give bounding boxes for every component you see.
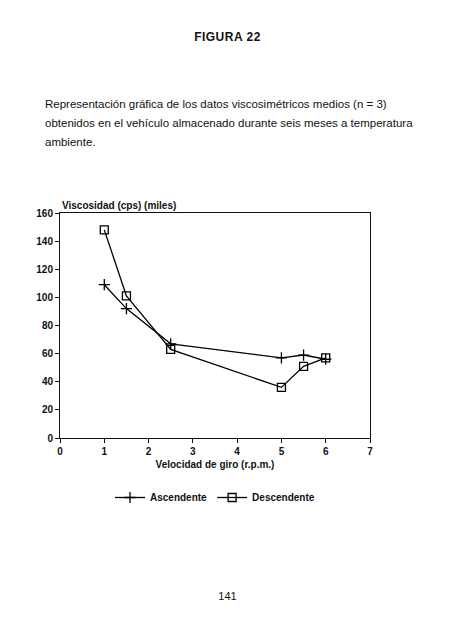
svg-text:Ascendente: Ascendente <box>150 492 207 503</box>
svg-text:0: 0 <box>57 446 63 457</box>
svg-text:7: 7 <box>367 446 373 457</box>
html-text:FIGURA 22: FIGURA 22 <box>194 30 261 44</box>
svg-text:5: 5 <box>279 446 285 457</box>
svg-text:3: 3 <box>190 446 196 457</box>
svg-text:140: 140 <box>36 236 53 247</box>
svg-text:Viscosidad (cps) (miles): Viscosidad (cps) (miles) <box>62 200 176 211</box>
svg-text:120: 120 <box>36 264 53 275</box>
svg-text:0: 0 <box>47 433 53 444</box>
svg-text:160: 160 <box>36 208 53 219</box>
svg-text:4: 4 <box>234 446 240 457</box>
svg-text:40: 40 <box>42 376 54 387</box>
svg-text:Velocidad de giro (r.p.m.): Velocidad de giro (r.p.m.) <box>156 459 275 470</box>
svg-text:100: 100 <box>36 292 53 303</box>
html-text:141: 141 <box>218 590 237 602</box>
svg-text:20: 20 <box>42 404 54 415</box>
svg-text:60: 60 <box>42 348 54 359</box>
svg-text:1: 1 <box>102 446 108 457</box>
html-text:Representación gráfica de los: Representación gráfica de los datos visc… <box>45 98 413 148</box>
svg-text:80: 80 <box>42 320 54 331</box>
svg-text:Descendente: Descendente <box>252 492 315 503</box>
svg-text:6: 6 <box>323 446 329 457</box>
svg-text:2: 2 <box>146 446 152 457</box>
